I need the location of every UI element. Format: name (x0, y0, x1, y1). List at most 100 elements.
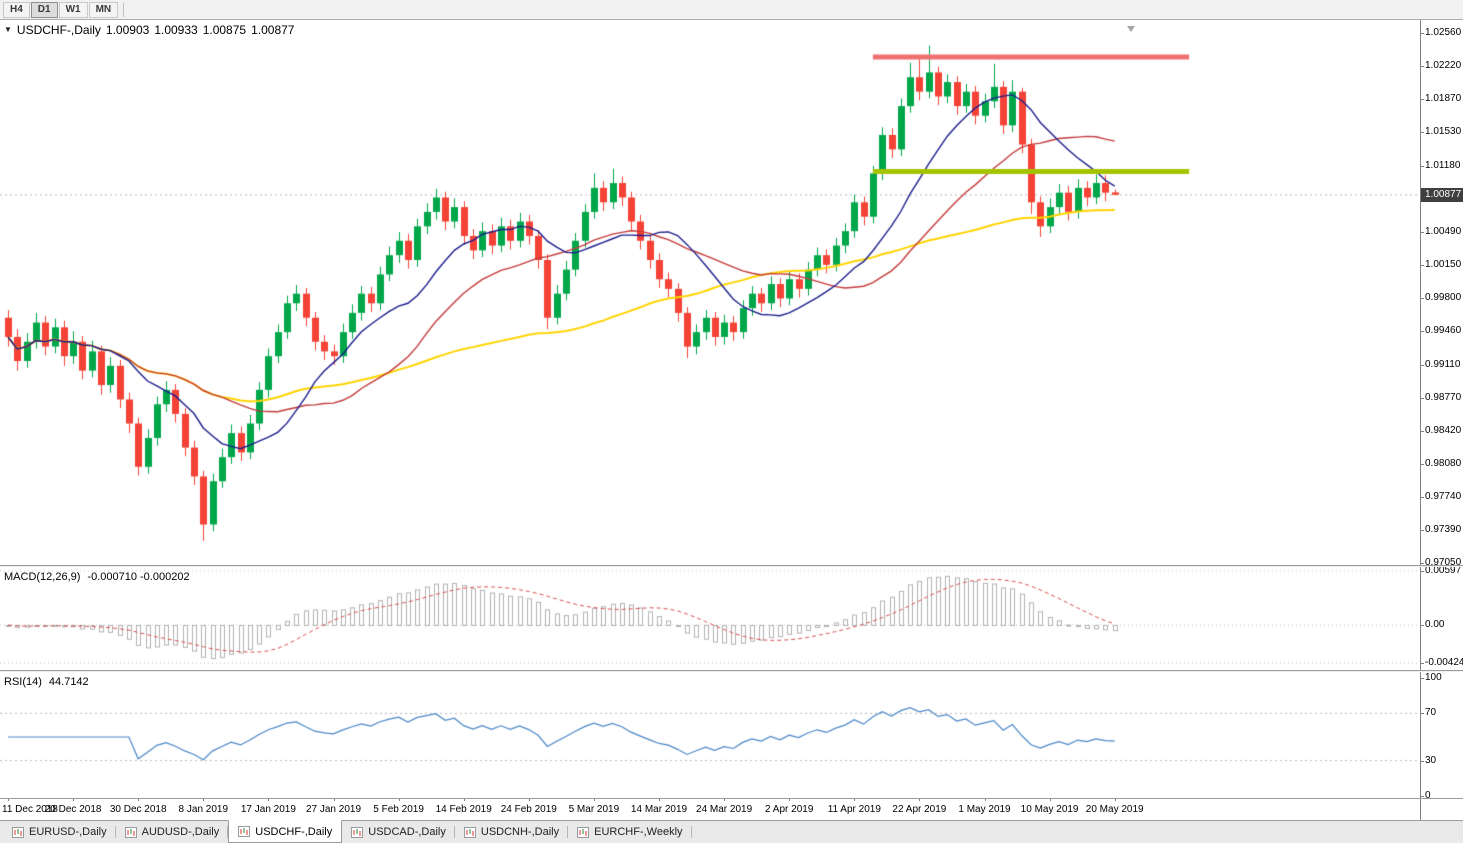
axis-tick-mark (1421, 530, 1424, 532)
macd-axis-tick: 0.00597 (1425, 565, 1462, 576)
date-tick-mark (789, 798, 790, 801)
tab-eurchf-weekly[interactable]: EURCHF-,Weekly (568, 821, 692, 843)
date-tick-mark (659, 798, 660, 801)
price-axis-tick: 0.97050 (1425, 557, 1462, 568)
date-tick-mark (464, 798, 465, 801)
macd-values: -0.000710 -0.000202 (87, 571, 190, 583)
panel-divider[interactable] (0, 565, 1463, 567)
axis-tick-mark (1421, 99, 1424, 101)
date-axis-label: 14 Mar 2019 (630, 804, 688, 815)
date-axis-label: 5 Feb 2019 (373, 804, 424, 815)
toolbar-separator (123, 2, 125, 17)
chart-dropdown-arrow-icon[interactable]: ▼ (4, 25, 12, 34)
tab-label: EURCHF-,Weekly (594, 826, 683, 838)
tab-eurusd-daily[interactable]: EURUSD-,Daily (3, 821, 116, 843)
price-axis-tick: 1.01530 (1425, 126, 1462, 138)
rsi-axis-tick: 70 (1425, 707, 1437, 719)
axis-tick-mark (1421, 625, 1424, 626)
rsi-axis-tick: 30 (1425, 754, 1437, 766)
date-tick-mark (73, 798, 74, 801)
macd-indicator-panel: MACD(12,26,9) -0.000710 -0.000202 (0, 567, 1420, 670)
rsi-axis-tick: 100 (1425, 672, 1442, 683)
date-axis-label: 11 Dec 2018 (2, 804, 58, 815)
date-axis-label: 17 Jan 2019 (240, 804, 296, 815)
macd-canvas[interactable] (0, 567, 1420, 670)
rsi-axis-tick: 0 (1425, 790, 1431, 801)
axis-tick-mark (1421, 331, 1424, 333)
axis-tick-mark (1421, 678, 1424, 679)
tab-label: AUDUSD-,Daily (141, 826, 220, 838)
date-axis-label: 8 Jan 2019 (178, 804, 229, 815)
price-axis-tick: 0.98770 (1425, 391, 1462, 403)
date-axis-label: 27 Jan 2019 (305, 804, 362, 815)
tab-usdchf-daily-active[interactable]: USDCHF-,Daily (228, 820, 343, 843)
price-axis-tick: 1.01870 (1425, 93, 1462, 105)
price-chart-canvas[interactable] (0, 20, 1420, 565)
date-tick-mark (985, 798, 986, 801)
ohlc-low-value: 1.00875 (202, 23, 247, 37)
macd-name: MACD(12,26,9) (4, 571, 81, 583)
date-tick-mark (138, 798, 139, 801)
date-tick-mark (594, 798, 595, 801)
rsi-label: RSI(14) 44.7142 (4, 676, 89, 688)
panel-divider[interactable] (0, 670, 1463, 672)
price-axis-tick: 0.99110 (1425, 358, 1461, 370)
date-axis[interactable]: 11 Dec 2018 20 Dec 2018 30 Dec 2018 8 Jan 2… (0, 798, 1420, 820)
timeframe-toolbar: H4 D1 W1 MN (0, 0, 1463, 20)
tab-usdcad-daily[interactable]: USDCAD-,Daily (342, 821, 455, 843)
date-tick-mark (334, 798, 335, 801)
date-axis-label: 24 Feb 2019 (500, 804, 557, 815)
tab-usdcnh-daily[interactable]: USDCNH-,Daily (455, 821, 569, 843)
date-axis-label: 20 May 2019 (1085, 804, 1144, 815)
axis-tick-mark (1421, 33, 1424, 34)
tab-label: USDCHF-,Daily (255, 825, 333, 838)
chart-plots-column: ▼ USDCHF-,Daily 1.00903 1.00933 1.00875 … (0, 20, 1420, 820)
macd-axis-tick: 0.00 (1425, 619, 1445, 630)
timeframe-mn-button[interactable]: MN (88, 1, 119, 18)
chart-workspace: ▼ USDCHF-,Daily 1.00903 1.00933 1.00875 … (0, 20, 1463, 820)
date-axis-label: 11 Apr 2019 (827, 804, 881, 815)
axis-tick-mark (1421, 713, 1424, 715)
ohlc-open-value: 1.00903 (105, 23, 150, 37)
tab-chart-icon (577, 826, 590, 838)
chart-symbol-label: USDCHF-,Daily (16, 23, 101, 37)
date-tick-mark (1115, 798, 1116, 801)
axis-tick-mark (1421, 496, 1424, 498)
macd-axis-tick: -0.004243 (1425, 657, 1463, 669)
price-axis-tick: 0.98080 (1425, 457, 1462, 469)
macd-label: MACD(12,26,9) -0.000710 -0.000202 (4, 571, 190, 583)
price-axis-tick: 1.00490 (1425, 226, 1462, 238)
chart-tabs-bar: EURUSD-,Daily AUDUSD-,Daily USDCHF-,Dail… (0, 820, 1463, 843)
date-tick-mark (724, 798, 725, 801)
axis-tick-mark (1421, 264, 1424, 266)
tab-chart-icon (351, 826, 364, 838)
date-axis-label: 10 May 2019 (1020, 804, 1079, 815)
axis-tick-mark (1421, 232, 1424, 234)
axis-tick-mark (1421, 65, 1424, 67)
axis-tick-mark (1421, 760, 1424, 762)
date-axis-label: 5 Mar 2019 (568, 804, 620, 815)
price-axis-tick: 0.97740 (1425, 490, 1462, 502)
axis-tick-mark (1421, 463, 1424, 465)
date-tick-mark (268, 798, 269, 801)
axis-tick-mark (1421, 298, 1424, 300)
chart-shift-marker-icon[interactable] (1127, 26, 1135, 32)
timeframe-w1-button[interactable]: W1 (58, 1, 88, 18)
date-axis-label: 1 May 2019 (958, 804, 1011, 815)
price-axis-tick: 0.99800 (1425, 292, 1462, 304)
date-tick-mark (203, 798, 204, 801)
price-axis-tick: 0.98420 (1425, 425, 1462, 437)
price-axis[interactable]: 1.00877 1.02560 1.02220 1.01870 1.01530 1.01… (1420, 20, 1463, 820)
timeframe-d1-button[interactable]: D1 (30, 1, 58, 18)
tab-audusd-daily[interactable]: AUDUSD-,Daily (116, 821, 229, 843)
rsi-value: 44.7142 (48, 676, 89, 688)
price-axis-tick: 1.02560 (1425, 27, 1462, 38)
axis-tick-mark (1421, 796, 1424, 797)
timeframe-h4-button[interactable]: H4 (3, 1, 30, 18)
rsi-canvas[interactable] (0, 672, 1420, 798)
rsi-indicator-panel: RSI(14) 44.7142 (0, 672, 1420, 798)
axis-tick-mark (1421, 165, 1424, 167)
date-axis-divider (0, 798, 1463, 799)
date-tick-mark (1050, 798, 1051, 801)
axis-tick-mark (1421, 431, 1424, 433)
